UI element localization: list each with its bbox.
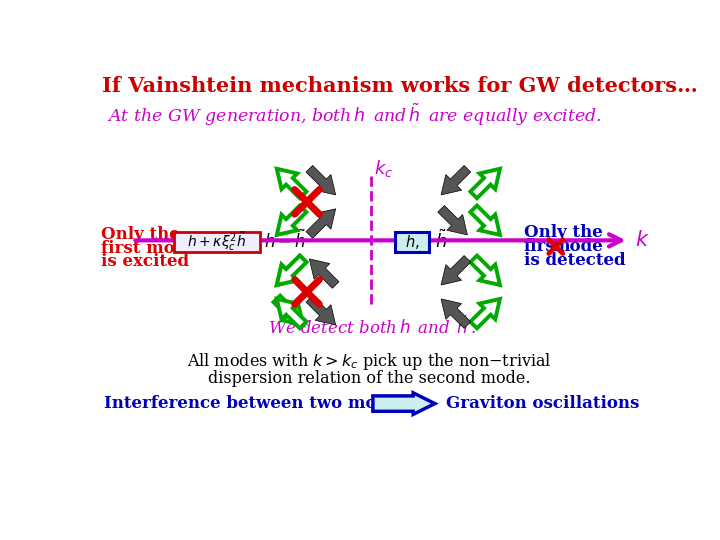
Text: Interference between two modes: Interference between two modes: [104, 395, 408, 412]
Polygon shape: [274, 295, 303, 325]
FancyBboxPatch shape: [174, 232, 260, 252]
FancyBboxPatch shape: [395, 232, 429, 252]
Polygon shape: [276, 169, 307, 198]
Polygon shape: [276, 299, 307, 328]
Text: is detected: is detected: [524, 252, 626, 269]
Text: first: first: [524, 238, 563, 255]
Polygon shape: [441, 299, 471, 328]
Text: is excited: is excited: [101, 253, 189, 271]
Polygon shape: [310, 259, 339, 288]
Text: $h,$: $h,$: [405, 233, 420, 251]
Polygon shape: [470, 255, 500, 285]
Text: $k_c$: $k_c$: [374, 158, 394, 179]
Polygon shape: [306, 295, 336, 325]
Polygon shape: [441, 255, 471, 285]
Text: Only the: Only the: [524, 224, 603, 241]
Text: mode: mode: [553, 238, 603, 255]
Text: $k$: $k$: [635, 231, 649, 251]
Polygon shape: [276, 255, 307, 285]
Polygon shape: [438, 206, 467, 235]
Text: Only the: Only the: [101, 226, 179, 242]
Text: We detect both$\,h\,$ and $\,\tilde{h}\,$.: We detect both$\,h\,$ and $\,\tilde{h}\,…: [269, 315, 477, 338]
Polygon shape: [306, 165, 336, 195]
Polygon shape: [470, 299, 500, 328]
Text: first mode: first mode: [101, 240, 197, 256]
Text: $\tilde{h}$: $\tilde{h}$: [435, 229, 447, 252]
Polygon shape: [441, 165, 471, 195]
Text: $h - \tilde{h}$: $h - \tilde{h}$: [264, 229, 307, 252]
Polygon shape: [276, 255, 307, 285]
Text: $h + \kappa\xi_c^2\tilde{h}$: $h + \kappa\xi_c^2\tilde{h}$: [187, 231, 247, 253]
Text: All modes with $k > k_c$ pick up the non$-$trivial: All modes with $k > k_c$ pick up the non…: [186, 351, 552, 372]
Polygon shape: [470, 206, 500, 235]
Polygon shape: [306, 209, 336, 238]
Polygon shape: [276, 206, 307, 235]
FancyArrow shape: [373, 393, 435, 414]
Text: At the GW generation, both$\,h\,$ and$\,\tilde{h}\,$ are equally excited.: At the GW generation, both$\,h\,$ and$\,…: [107, 102, 602, 128]
Polygon shape: [470, 169, 500, 198]
Text: Graviton oscillations: Graviton oscillations: [446, 395, 640, 412]
Text: dispersion relation of the second mode.: dispersion relation of the second mode.: [208, 370, 530, 388]
Text: If Vainshtein mechanism works for GW detectors…: If Vainshtein mechanism works for GW det…: [102, 76, 698, 96]
